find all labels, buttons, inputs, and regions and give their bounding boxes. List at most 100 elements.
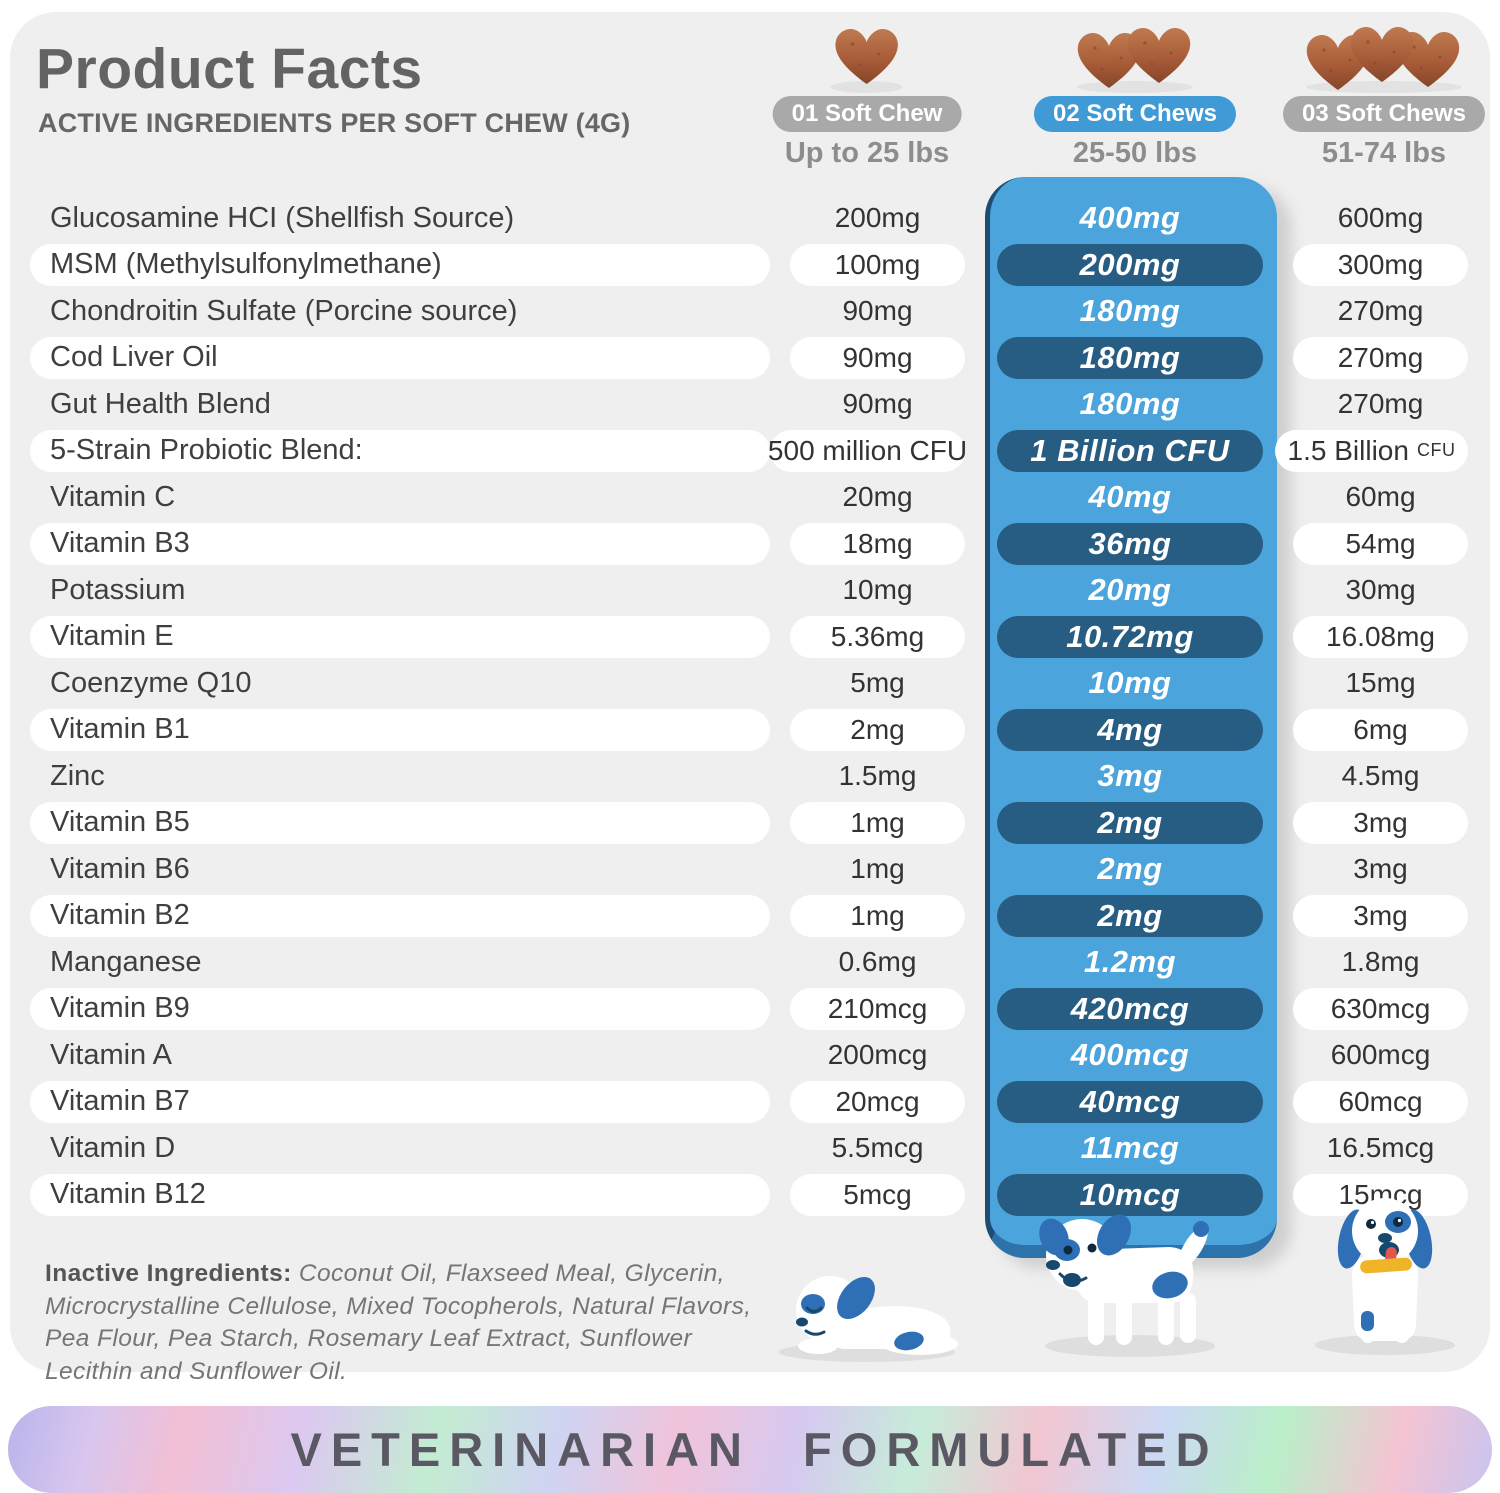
amount-cell-2-chews-highlighted: 10.72mg <box>965 615 1275 658</box>
amount-cell-1-chew: 1mg <box>770 848 965 890</box>
amount-cell-1-chew: 1mg <box>770 894 965 937</box>
amount-cell-1-chew: 500 million CFU <box>768 429 967 472</box>
amount-cell-3-chews: 15mg <box>1275 662 1468 704</box>
ingredient-name: Vitamin E <box>30 615 770 658</box>
amount-value: 3mg <box>1293 894 1468 937</box>
ingredient-row: Vitamin B1 2mg 4mg 6mg <box>30 707 1470 754</box>
ingredient-name: Vitamin B7 <box>30 1080 770 1123</box>
amount-cell-3-chews: 54mg <box>1275 522 1468 565</box>
amount-cell-3-chews: 3mg <box>1275 801 1468 844</box>
amount-cell-2-chews-highlighted: 2mg <box>965 848 1275 890</box>
amount-cell-2-chews-highlighted: 180mg <box>965 290 1275 332</box>
amount-cell-3-chews: 16.08mg <box>1275 615 1468 658</box>
amount-cell-2-chews-highlighted: 2mg <box>965 894 1275 937</box>
inactive-ingredients-label: Inactive Ingredients: <box>45 1260 292 1287</box>
amount-value: 1.8mg <box>1341 946 1420 978</box>
standing-puppy-illustration <box>1039 1214 1215 1357</box>
amount-value: 18mg <box>790 522 965 565</box>
amount-cell-2-chews-highlighted: 1 Billion CFU <box>965 429 1275 472</box>
ingredient-name: Vitamin A <box>50 1038 172 1071</box>
amount-cell-1-chew: 20mg <box>770 476 965 518</box>
amount-value: 2mg <box>790 708 965 751</box>
amount-cell-1-chew: 200mcg <box>770 1034 965 1076</box>
amount-cell-2-chews-highlighted: 11mcg <box>965 1127 1275 1169</box>
amount-cell-2-chews-highlighted: 10mg <box>965 662 1275 704</box>
amount-value: 60mg <box>1345 481 1416 513</box>
ingredient-row: Vitamin D 5.5mcg 11mcg 16.5mcg <box>30 1125 1470 1172</box>
soft-chews-icon <box>1069 20 1201 94</box>
amount-cell-3-chews: 3mg <box>1275 894 1468 937</box>
amount-value: 30mg <box>1345 574 1416 606</box>
amount-value-highlighted: 10mg <box>1088 665 1172 701</box>
amount-value: 90mg <box>842 388 913 420</box>
amount-value: 20mcg <box>790 1080 965 1123</box>
amount-value-highlighted: 20mg <box>1088 572 1172 608</box>
amount-value: 5mcg <box>790 1173 965 1216</box>
amount-cell-3-chews: 16.5mcg <box>1275 1127 1468 1169</box>
amount-value-highlighted: 180mg <box>1079 386 1181 422</box>
ingredient-row: Coenzyme Q10 5mg 10mg 15mg <box>30 660 1470 707</box>
amount-cell-1-chew: 1mg <box>770 801 965 844</box>
amount-cell-2-chews-highlighted: 3mg <box>965 755 1275 797</box>
amount-value: 630mcg <box>1293 987 1468 1030</box>
inactive-ingredients: Inactive Ingredients: Coconut Oil, Flaxs… <box>45 1258 775 1388</box>
amount-cell-3-chews: 270mg <box>1275 336 1468 379</box>
soft-chew-icon <box>823 20 911 94</box>
banner-text: VETERINARIAN FORMULATED <box>290 1423 1219 1476</box>
amount-cell-1-chew: 90mg <box>770 290 965 332</box>
amount-cell-1-chew: 90mg <box>770 336 965 379</box>
ingredient-name: Glucosamine HCI (Shellfish Source) <box>50 201 515 234</box>
ingredient-name: Vitamin B1 <box>30 708 770 751</box>
amount-value: 200mg <box>834 202 921 234</box>
amount-cell-3-chews: 270mg <box>1275 383 1468 425</box>
amount-value: 6mg <box>1293 708 1468 751</box>
amount-value-highlighted: 420mcg <box>997 987 1263 1030</box>
amount-cell-2-chews-highlighted: 180mg <box>965 383 1275 425</box>
amount-cell-2-chews-highlighted: 400mg <box>965 197 1275 239</box>
sitting-dog-illustration <box>1315 1198 1455 1355</box>
ingredient-row: 5-Strain Probiotic Blend: 500 million CFU… <box>30 428 1470 475</box>
amount-cell-2-chews-highlighted: 200mg <box>965 243 1275 286</box>
ingredient-name: Manganese <box>50 945 202 978</box>
amount-value: 10mg <box>842 574 913 606</box>
amount-value-highlighted: 2mg <box>997 801 1263 844</box>
amount-cell-3-chews: 1.5 Billion CFU <box>1275 429 1468 472</box>
column-badge: 03 Soft Chews <box>1282 96 1486 132</box>
ingredient-row: Cod Liver Oil 90mg 180mg 270mg <box>30 335 1470 382</box>
amount-value: 100mg <box>790 243 965 286</box>
amount-value: 210mcg <box>790 987 965 1030</box>
amount-cell-2-chews-highlighted: 2mg <box>965 801 1275 844</box>
ingredient-row: Manganese 0.6mg 1.2mg 1.8mg <box>30 939 1470 986</box>
ingredient-row: MSM (Methylsulfonylmethane) 100mg 200mg 300… <box>30 242 1470 289</box>
amount-value: 15mg <box>1345 667 1416 699</box>
amount-value: 500 million CFU <box>768 429 967 472</box>
column-header-2: 02 Soft Chews 25-50 lbs <box>1033 20 1237 170</box>
amount-cell-2-chews-highlighted: 180mg <box>965 336 1275 379</box>
lying-puppy-illustration <box>779 1276 958 1362</box>
amount-cell-1-chew: 100mg <box>770 243 965 286</box>
amount-value: 1.5mg <box>838 760 917 792</box>
amount-cell-3-chews: 4.5mg <box>1275 755 1468 797</box>
amount-cell-3-chews: 30mg <box>1275 569 1468 611</box>
weight-range-label: 51-74 lbs <box>1321 137 1447 169</box>
amount-value-highlighted: 3mg <box>1097 758 1163 794</box>
ingredient-row: Vitamin B7 20mcg 40mcg 60mcg <box>30 1079 1470 1126</box>
amount-cell-3-chews: 6mg <box>1275 708 1468 751</box>
amount-cell-1-chew: 20mcg <box>770 1080 965 1123</box>
ingredient-name: Zinc <box>50 759 105 792</box>
amount-cell-1-chew: 18mg <box>770 522 965 565</box>
amount-value: 300mg <box>1293 243 1468 286</box>
amount-cell-3-chews: 60mcg <box>1275 1080 1468 1123</box>
amount-cell-1-chew: 210mcg <box>770 987 965 1030</box>
inactive-ingredients-text: Coconut Oil, Flaxseed Meal, Glycerin, Mi… <box>45 1260 752 1385</box>
amount-value-highlighted: 40mcg <box>997 1080 1263 1123</box>
ingredient-row: Glucosamine HCI (Shellfish Source) 200mg 4… <box>30 195 1470 242</box>
amount-cell-2-chews-highlighted: 420mcg <box>965 987 1275 1030</box>
amount-value: 200mcg <box>827 1039 928 1071</box>
ingredient-name: Cod Liver Oil <box>30 336 770 379</box>
ingredient-row: Vitamin E 5.36mg 10.72mg 16.08mg <box>30 614 1470 661</box>
amount-value-highlighted: 180mg <box>1079 293 1181 329</box>
page-title: Product Facts <box>36 37 423 101</box>
amount-cell-2-chews-highlighted: 40mg <box>965 476 1275 518</box>
